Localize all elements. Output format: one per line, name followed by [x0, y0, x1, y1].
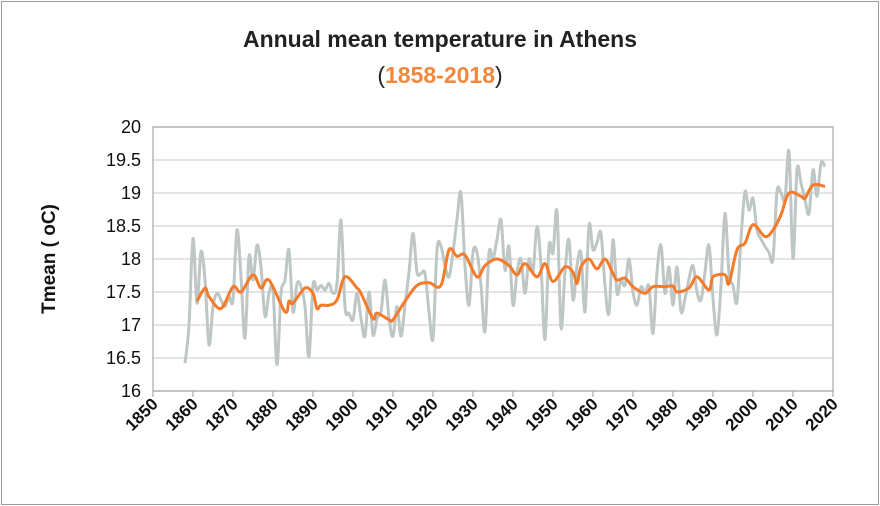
x-tick-label: 1910 [362, 394, 402, 434]
series-lines [183, 148, 827, 367]
x-tick-label: 1940 [482, 394, 522, 434]
smoothed-temperature-line [195, 182, 826, 323]
subtitle-years: 1858-2018 [385, 62, 495, 88]
y-tick-label: 16 [121, 381, 141, 401]
y-tick-label: 19.5 [106, 150, 141, 170]
x-tick-label: 2020 [802, 394, 842, 434]
y-tick-label: 20 [121, 117, 141, 137]
x-tick-label: 2000 [722, 394, 762, 434]
x-tick-label: 1860 [162, 394, 202, 434]
y-tick-label: 18.5 [106, 216, 141, 236]
annual-temperature-line [183, 148, 827, 367]
x-tick-label: 1930 [442, 394, 482, 434]
x-tick-label: 1970 [602, 394, 642, 434]
x-tick-label: 1990 [682, 394, 722, 434]
x-tick-label: 1950 [522, 394, 562, 434]
x-tick-label: 1980 [642, 394, 682, 434]
x-tick-label: 2010 [762, 394, 802, 434]
y-tick-label: 17 [121, 315, 141, 335]
y-axis-label: Tmean ( oC) [39, 204, 60, 314]
chart-title: Annual mean temperature in Athens [242, 26, 638, 52]
x-tick-label: 1870 [202, 394, 242, 434]
x-tick-labels: 1850 1860 1870 1880 1890 1900 1910 1920 1930 1940… [122, 391, 842, 435]
y-tick-label: 16.5 [106, 348, 141, 368]
y-tick-label: 19 [121, 183, 141, 203]
x-tick-label: 1920 [402, 394, 442, 434]
x-tick-label: 1880 [242, 394, 282, 434]
y-tick-label: 17.5 [106, 282, 141, 302]
y-tick-label: 18 [121, 249, 141, 269]
x-tick-label: 1890 [282, 394, 322, 434]
chart-subtitle: (1858-2018) [377, 62, 503, 88]
x-tick-label: 1960 [562, 394, 602, 434]
plot-area-border [152, 126, 834, 392]
x-tick-label: 1900 [322, 394, 362, 434]
y-tick-labels: 16 16.5 17 17.5 18 18.5 19 19.5 20 [106, 117, 141, 401]
